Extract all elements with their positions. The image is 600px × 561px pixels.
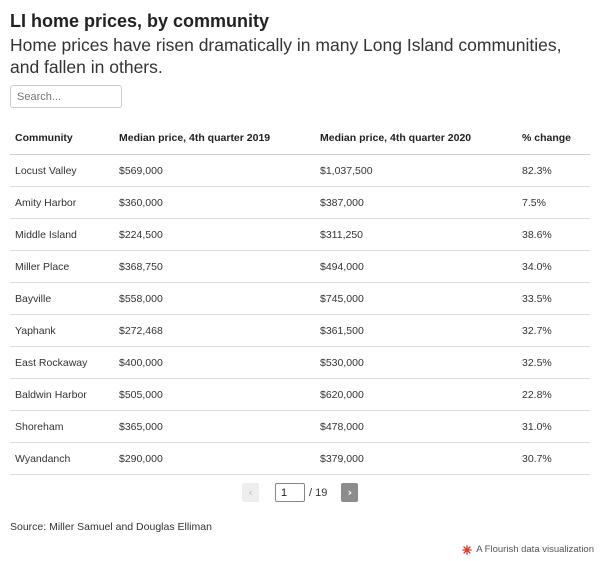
table-row: Baldwin Harbor $505,000 $620,000 22.8% (10, 378, 590, 411)
cell-percent-change: 22.8% (517, 378, 590, 411)
cell-community: Middle Island (10, 218, 114, 251)
page-subtitle: Home prices have risen dramatically in m… (10, 35, 562, 77)
pagination: ‹ / 19 › (242, 483, 359, 502)
cell-price-2019: $368,750 (114, 250, 315, 283)
table-row: East Rockaway $400,000 $530,000 32.5% (10, 346, 590, 379)
cell-price-2019: $290,000 (114, 442, 315, 475)
cell-percent-change: 32.7% (517, 314, 590, 347)
page-total-label: / 19 (309, 486, 328, 499)
cell-price-2020: $745,000 (315, 282, 517, 315)
column-header-percent-change[interactable]: % change (517, 122, 590, 155)
cell-price-2020: $361,500 (315, 314, 517, 347)
cell-price-2020: $1,037,500 (315, 154, 517, 187)
cell-price-2019: $569,000 (114, 154, 315, 187)
table-row: Wyandanch $290,000 $379,000 30.7% (10, 442, 590, 475)
table-row: Shoreham $365,000 $478,000 31.0% (10, 410, 590, 443)
table-row: Amity Harbor $360,000 $387,000 7.5% (10, 186, 590, 219)
cell-price-2020: $379,000 (315, 442, 517, 475)
page-number-input[interactable] (275, 483, 305, 502)
cell-community: East Rockaway (10, 346, 114, 379)
cell-price-2020: $478,000 (315, 410, 517, 443)
cell-percent-change: 38.6% (517, 218, 590, 251)
cell-community: Shoreham (10, 410, 114, 443)
cell-price-2019: $360,000 (114, 186, 315, 219)
page-title: LI home prices, by community (10, 11, 270, 31)
column-header-community[interactable]: Community (10, 122, 114, 155)
cell-percent-change: 30.7% (517, 442, 590, 475)
cell-community: Amity Harbor (10, 186, 114, 219)
flourish-credit-link[interactable]: A Flourish data visualization (462, 544, 594, 555)
flourish-logo-icon (462, 544, 473, 555)
cell-price-2019: $400,000 (114, 346, 315, 379)
cell-price-2020: $530,000 (315, 346, 517, 379)
column-header-price-2020[interactable]: Median price, 4th quarter 2020 (315, 122, 517, 155)
cell-community: Bayville (10, 282, 114, 315)
cell-percent-change: 33.5% (517, 282, 590, 315)
cell-price-2020: $494,000 (315, 250, 517, 283)
column-header-price-2019[interactable]: Median price, 4th quarter 2019 (114, 122, 315, 155)
cell-percent-change: 82.3% (517, 154, 590, 187)
cell-percent-change: 31.0% (517, 410, 590, 443)
cell-price-2020: $311,250 (315, 218, 517, 251)
table-row: Middle Island $224,500 $311,250 38.6% (10, 218, 590, 251)
cell-price-2020: $387,000 (315, 186, 517, 219)
source-note: Source: Miller Samuel and Douglas Ellima… (10, 521, 212, 533)
cell-price-2020: $620,000 (315, 378, 517, 411)
cell-percent-change: 32.5% (517, 346, 590, 379)
table-header-row: Community Median price, 4th quarter 2019… (10, 122, 590, 155)
cell-percent-change: 34.0% (517, 250, 590, 283)
cell-price-2019: $224,500 (114, 218, 315, 251)
cell-price-2019: $558,000 (114, 282, 315, 315)
credit-label: A Flourish data visualization (476, 544, 594, 555)
cell-price-2019: $272,468 (114, 314, 315, 347)
cell-community: Miller Place (10, 250, 114, 283)
table-row: Bayville $558,000 $745,000 33.5% (10, 282, 590, 315)
search-input[interactable] (10, 85, 122, 108)
previous-page-button[interactable]: ‹ (242, 483, 259, 502)
next-page-button[interactable]: › (341, 483, 359, 502)
table-row: Yaphank $272,468 $361,500 32.7% (10, 314, 590, 347)
cell-price-2019: $365,000 (114, 410, 315, 443)
cell-community: Wyandanch (10, 442, 114, 475)
data-table: Community Median price, 4th quarter 2019… (10, 122, 590, 475)
cell-percent-change: 7.5% (517, 186, 590, 219)
cell-community: Locust Valley (10, 154, 114, 187)
cell-community: Baldwin Harbor (10, 378, 114, 411)
table-row: Locust Valley $569,000 $1,037,500 82.3% (10, 154, 590, 187)
cell-price-2019: $505,000 (114, 378, 315, 411)
cell-community: Yaphank (10, 314, 114, 347)
table-row: Miller Place $368,750 $494,000 34.0% (10, 250, 590, 283)
